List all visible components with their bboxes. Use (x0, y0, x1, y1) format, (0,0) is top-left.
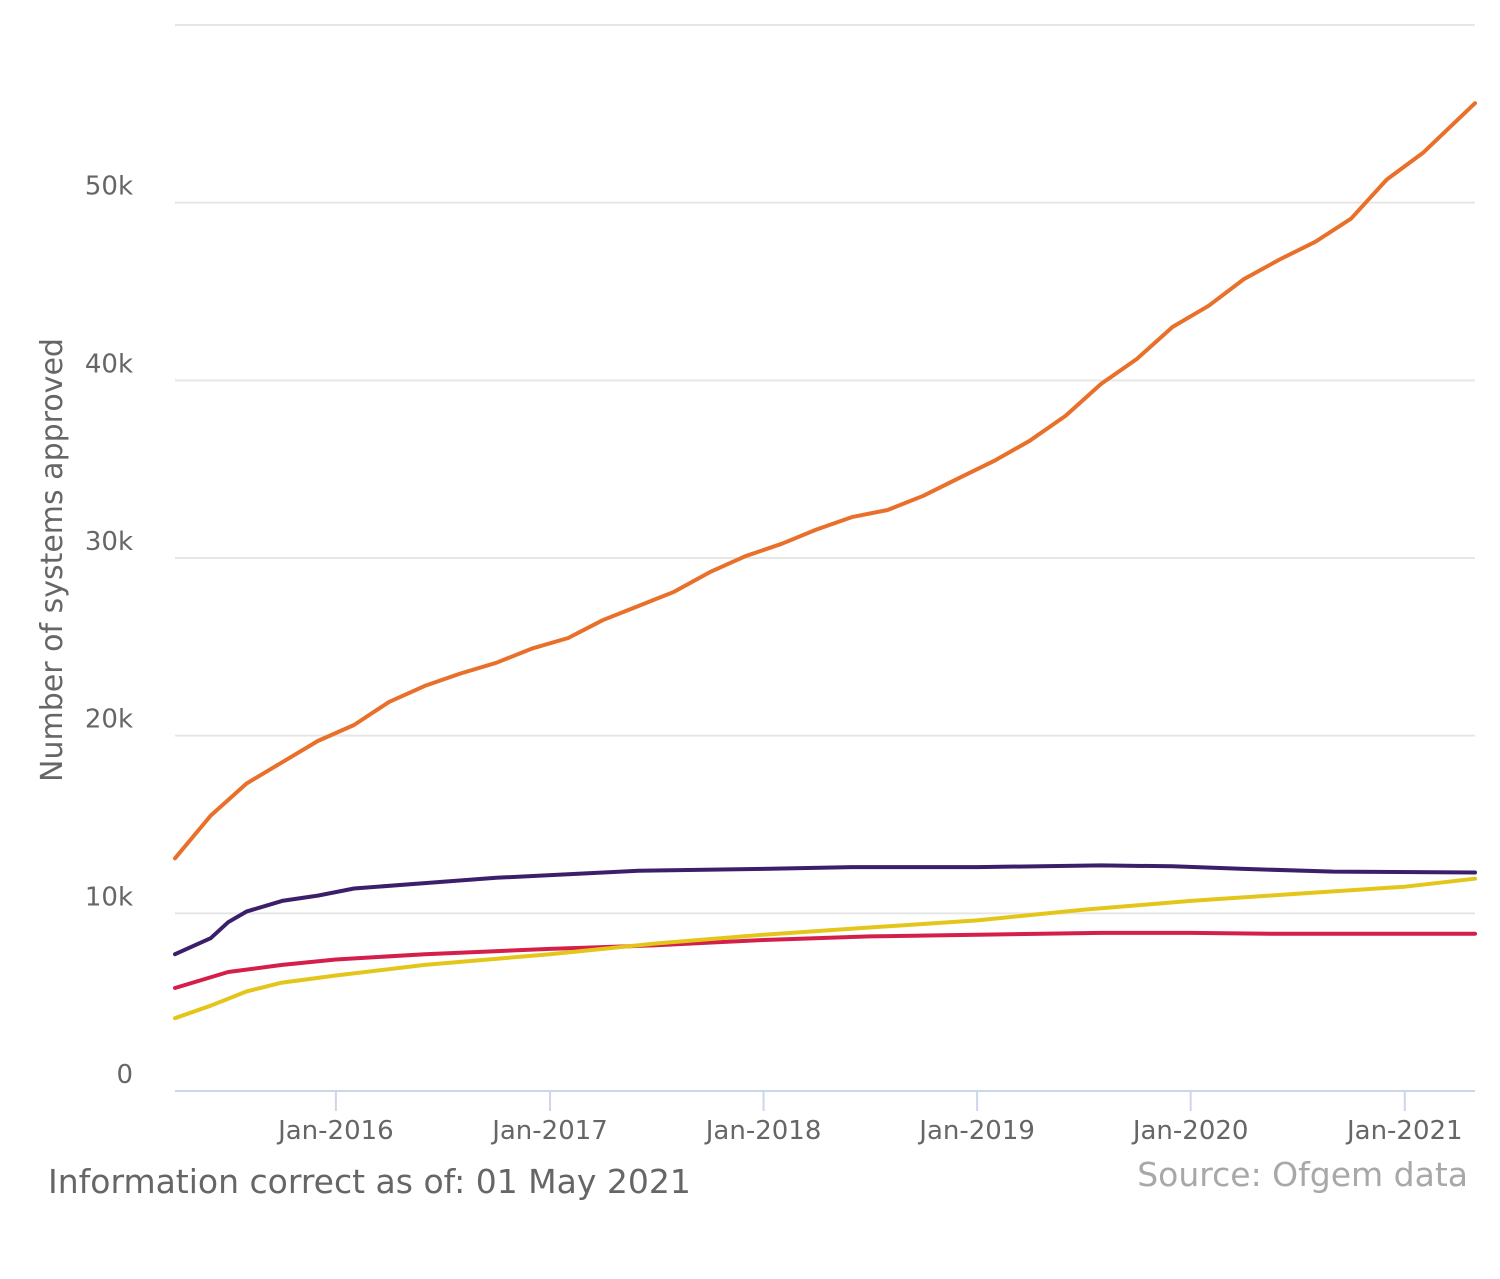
y-tick-label: 0 (116, 1060, 133, 1090)
grid (175, 24, 1475, 915)
series-line-2[interactable] (173, 863, 1477, 957)
y-tick-label: 10k (85, 882, 133, 912)
info-date-note: Information correct as of: 01 May 2021 (48, 1162, 691, 1201)
series-line-4[interactable] (173, 876, 1477, 1021)
series (173, 101, 1477, 1021)
y-axis-label: Number of systems approved (35, 338, 70, 782)
series-line-1[interactable] (173, 101, 1477, 861)
x-tick-label: Jan-2019 (917, 1116, 1035, 1146)
axes: 0 10k 20k 30k 40k 50k Jan-2016 Jan-2017 Jan-2018… (85, 172, 1475, 1146)
y-tick-label: 40k (85, 349, 133, 379)
x-tick-label: Jan-2017 (490, 1116, 608, 1146)
x-tick-label: Jan-2016 (276, 1116, 394, 1146)
x-tick-label: Jan-2020 (1131, 1116, 1249, 1146)
y-tick-label: 30k (85, 527, 133, 557)
x-tick-label: Jan-2018 (704, 1116, 822, 1146)
x-tick-label: Jan-2021 (1345, 1116, 1463, 1146)
y-tick-label: 50k (85, 172, 133, 202)
source-credit[interactable]: Source: Ofgem data (1137, 1155, 1468, 1194)
y-tick-label: 20k (85, 705, 133, 735)
series-line-3[interactable] (173, 930, 1477, 990)
